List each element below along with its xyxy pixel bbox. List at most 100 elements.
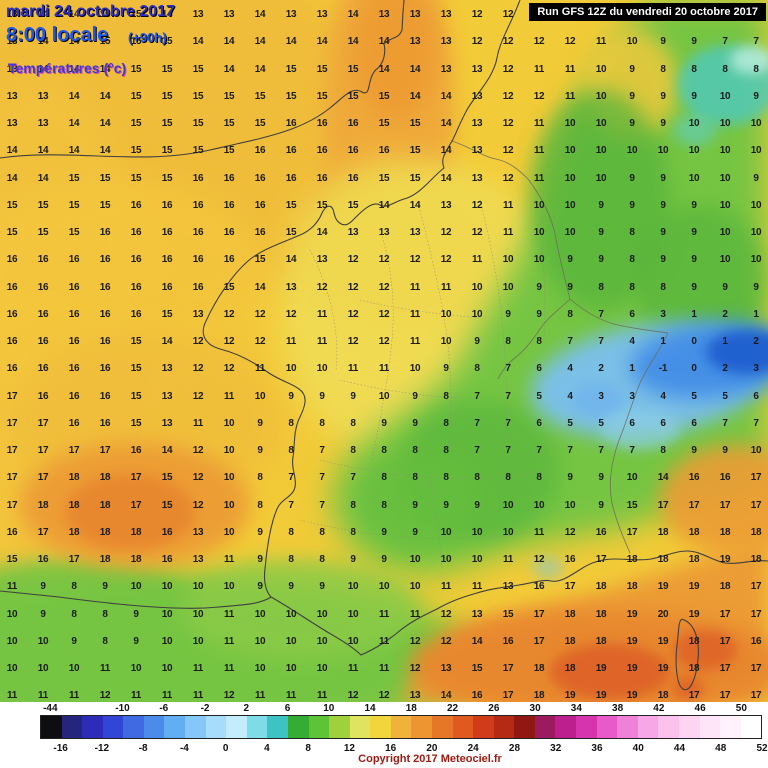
temp-value: 10 bbox=[688, 172, 700, 184]
temp-value: 8 bbox=[660, 63, 666, 75]
temp-value: 11 bbox=[255, 363, 265, 375]
temp-value: 17 bbox=[595, 554, 607, 565]
temp-value: 10 bbox=[564, 172, 576, 184]
temp-value: 13 bbox=[37, 118, 49, 129]
temp-value: 16 bbox=[68, 390, 80, 402]
temp-value: 13 bbox=[471, 172, 483, 184]
temp-value: 7 bbox=[598, 336, 604, 347]
temp-value: 15 bbox=[223, 90, 235, 102]
temp-value: 12 bbox=[192, 336, 204, 347]
temp-value: 2 bbox=[722, 363, 728, 375]
temp-value: 9 bbox=[102, 581, 108, 593]
temp-value: 18 bbox=[99, 472, 111, 484]
temp-value: 17 bbox=[750, 608, 762, 620]
temp-value: 14 bbox=[68, 118, 80, 129]
temp-value: 17 bbox=[130, 472, 142, 484]
temp-value: 16 bbox=[6, 526, 18, 538]
temp-value: 15 bbox=[99, 36, 111, 48]
temp-value: 17 bbox=[37, 445, 49, 456]
temp-value: 10 bbox=[533, 499, 545, 511]
temp-value: 18 bbox=[719, 526, 731, 538]
temp-value: 14 bbox=[99, 118, 111, 129]
temp-value: 10 bbox=[719, 118, 731, 129]
temp-value: 16 bbox=[161, 199, 173, 211]
temp-value: 8 bbox=[350, 499, 356, 511]
temp-value: 9 bbox=[474, 499, 480, 511]
temp-value: 11 bbox=[565, 90, 575, 102]
temp-value: 10 bbox=[502, 499, 514, 511]
temp-value: 19 bbox=[688, 581, 700, 593]
temp-value: 18 bbox=[37, 499, 49, 511]
temp-value: 16 bbox=[316, 118, 328, 129]
temp-value: 17 bbox=[68, 554, 80, 565]
coastline bbox=[0, 0, 768, 691]
colorbar-label: 44 bbox=[673, 743, 686, 754]
temp-value: 19 bbox=[626, 690, 638, 702]
temp-value: 11 bbox=[534, 145, 544, 157]
temp-value: 15 bbox=[347, 90, 359, 102]
temp-value: 7 bbox=[505, 445, 511, 456]
temp-value: 7 bbox=[753, 36, 759, 48]
temp-value: 16 bbox=[223, 254, 235, 266]
temp-value: 8 bbox=[319, 417, 325, 429]
temp-value: 10 bbox=[316, 363, 328, 375]
temp-value: 15 bbox=[409, 172, 421, 184]
temp-value: 8 bbox=[443, 417, 449, 429]
temp-value: 10 bbox=[533, 227, 545, 238]
temp-value: 17 bbox=[719, 663, 731, 674]
temp-value: 8 bbox=[257, 499, 263, 511]
temp-value: 14 bbox=[37, 9, 49, 20]
temp-value: 7 bbox=[350, 472, 356, 484]
colorbar-label: 36 bbox=[591, 743, 603, 754]
temp-value: 11 bbox=[379, 363, 389, 375]
temp-value: 16 bbox=[285, 172, 297, 184]
temp-value: 9 bbox=[412, 417, 418, 429]
temp-value: 8 bbox=[629, 281, 635, 293]
temp-value: 12 bbox=[471, 227, 483, 238]
temp-value: 19 bbox=[595, 663, 607, 674]
colorbar-label: 18 bbox=[405, 703, 417, 714]
colorbar-cell bbox=[267, 716, 288, 738]
temp-value: 15 bbox=[192, 63, 204, 75]
colorbar-label: 28 bbox=[508, 743, 521, 754]
temp-value: 19 bbox=[657, 581, 669, 593]
temp-value: 8 bbox=[443, 390, 449, 402]
temp-value: 10 bbox=[688, 145, 700, 157]
temp-value: 18 bbox=[688, 635, 700, 647]
temp-value: 18 bbox=[595, 581, 607, 593]
temp-value: 12 bbox=[378, 308, 390, 320]
temp-value: 10 bbox=[409, 554, 421, 565]
temp-value: 8 bbox=[598, 281, 604, 293]
temp-value: 15 bbox=[161, 172, 173, 184]
temp-value: 16 bbox=[68, 363, 80, 375]
temp-value: 9 bbox=[660, 199, 666, 211]
temp-value: 9 bbox=[443, 363, 449, 375]
temp-value: 18 bbox=[564, 635, 576, 647]
temp-value: 18 bbox=[99, 526, 111, 538]
temp-value: 17 bbox=[688, 499, 700, 511]
colorbar-label: 22 bbox=[447, 703, 459, 714]
temp-value: 11 bbox=[38, 690, 48, 702]
temp-value: 8 bbox=[660, 281, 666, 293]
temp-value: 10 bbox=[719, 145, 731, 157]
colorbar-cell bbox=[740, 716, 762, 738]
temp-value: 16 bbox=[316, 145, 328, 157]
temp-value: 9 bbox=[598, 472, 604, 484]
temp-value: 12 bbox=[502, 172, 514, 184]
temp-value: 13 bbox=[471, 90, 483, 102]
temp-value: 12 bbox=[471, 36, 483, 48]
forecast-offset: (+90h) bbox=[128, 30, 167, 45]
temp-value: 9 bbox=[753, 172, 759, 184]
temp-value: 9 bbox=[691, 445, 697, 456]
temp-value: 9 bbox=[629, 172, 635, 184]
temp-value: 11 bbox=[224, 663, 234, 674]
temp-value: 14 bbox=[223, 63, 235, 75]
temp-value: 8 bbox=[288, 554, 294, 565]
temp-value: 16 bbox=[99, 363, 111, 375]
temp-value: 18 bbox=[595, 608, 607, 620]
colorbar-label: 12 bbox=[343, 743, 355, 754]
temp-value: 13 bbox=[6, 9, 18, 20]
temp-value: 7 bbox=[319, 499, 325, 511]
temp-value: 16 bbox=[37, 363, 49, 375]
temp-value: 10 bbox=[130, 581, 142, 593]
